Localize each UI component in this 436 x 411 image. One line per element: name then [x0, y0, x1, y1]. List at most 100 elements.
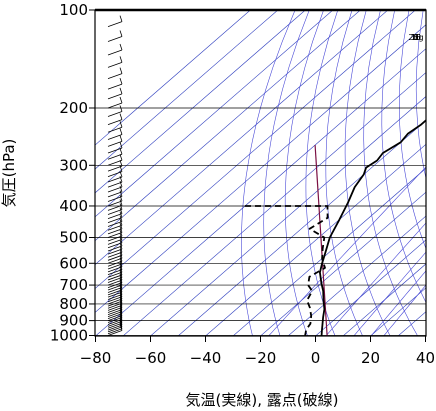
wind-barb-staff: [107, 284, 123, 291]
x-axis-ticks: −80 −60 −40 −20 0 20 40: [80, 336, 435, 367]
wind-barb-staff: [107, 83, 123, 90]
wind-barb-staff: [107, 73, 123, 80]
x-tick-label: 20: [361, 349, 380, 367]
isotherm-line: [95, 10, 279, 170]
wind-barb-flag: [119, 211, 123, 218]
y-tick-label: 100: [59, 1, 88, 19]
wind-barb-staff: [107, 228, 123, 235]
wind-barb-staff: [107, 141, 123, 147]
dewpoint-profile-line: [245, 205, 329, 336]
wind-barb-staff: [107, 213, 123, 220]
wind-barb-staff: [107, 317, 123, 323]
wind-barb-staff: [107, 245, 123, 252]
wind-barb-flag: [119, 281, 123, 288]
dry-adiabat-line: [381, 10, 426, 304]
wind-barb-flag: [119, 190, 123, 197]
mixing-ratio-label: 10: [411, 33, 421, 42]
y-axis-title: 気圧(hPa): [0, 139, 18, 208]
wind-barb-staff: [107, 36, 123, 42]
wind-barb-flag: [119, 276, 123, 283]
wind-barb-flag: [119, 175, 123, 183]
wind-barb-staff: [107, 291, 123, 298]
x-tick-label: −80: [80, 349, 112, 367]
wind-barb-flag: [119, 135, 123, 142]
mixing-ratio-label: 20g: [408, 33, 423, 42]
mixing-ratio-line: [370, 270, 426, 336]
isotherm-line: [95, 10, 306, 194]
wind-barb-staff: [107, 305, 123, 311]
wind-barb-staff: [107, 251, 123, 258]
wind-barb-staff: [107, 269, 123, 275]
mixing-ratio-label: 15: [411, 33, 421, 42]
wind-barb-flag: [119, 148, 123, 155]
wind-barb-flag: [119, 307, 123, 314]
diagram-grid: [95, 10, 426, 336]
wind-barb-staff: [107, 111, 123, 117]
wind-barb-staff: [107, 320, 123, 327]
isotherm-line: [232, 167, 426, 336]
isotherm-line: [150, 96, 426, 336]
wind-barb-staff: [107, 326, 123, 333]
wind-barb-flag: [119, 199, 123, 206]
wind-barb-flag: [119, 288, 123, 295]
y-tick-label: 300: [59, 156, 88, 174]
y-tick-label: 800: [59, 295, 88, 313]
wind-barb-staff: [107, 181, 123, 188]
x-tick-label: −60: [135, 349, 167, 367]
wind-barb-flag: [119, 295, 123, 302]
x-axis-title: 気温(実線), 露点(破線): [186, 391, 339, 409]
wind-barb-staff: [107, 315, 123, 321]
dry-adiabat-line: [241, 10, 296, 336]
isotherm-line: [95, 10, 334, 218]
profile-series: [245, 119, 426, 336]
parcel-reference-line: [314, 145, 328, 336]
wind-barb-flag: [119, 15, 123, 22]
wind-barb-staff: [107, 49, 123, 56]
wind-barb-flag: [119, 128, 123, 135]
wind-barb-staff: [107, 296, 123, 303]
isotherm-line: [95, 48, 426, 336]
wind-barb-staff: [107, 171, 123, 177]
wind-barb-flag: [119, 56, 123, 63]
y-tick-label: 500: [59, 229, 88, 247]
mixing-ratio-line: [383, 284, 426, 336]
wind-barb-flag: [119, 215, 123, 222]
wind-barb-staff: [107, 102, 123, 109]
isotherm-line: [95, 10, 416, 290]
wind-barb-staff: [107, 224, 123, 231]
wind-barb-staff: [107, 248, 123, 255]
wind-barb-staff: [107, 186, 123, 193]
dry-adiabat-line: [325, 10, 363, 336]
wind-barb-staff: [107, 313, 123, 320]
wind-barb-flag: [119, 207, 123, 214]
wind-barb-flag: [119, 194, 123, 202]
wind-barb-staff: [107, 165, 123, 172]
mixing-ratio-label: 5: [413, 33, 418, 42]
y-tick-label: 900: [59, 312, 88, 330]
wind-barb-flag: [120, 0, 122, 5]
wind-barb-staff: [107, 287, 123, 293]
wind-barb-staff: [107, 147, 123, 154]
wind-barb-flag: [119, 67, 123, 74]
isotherm-line: [95, 10, 251, 146]
isobar-lines: [95, 9, 426, 336]
wind-barb-flag: [119, 273, 123, 281]
isotherm-line: [205, 143, 426, 336]
mixing-ratio-label: 1: [413, 33, 418, 42]
wind-barb-flag: [119, 141, 123, 149]
wind-barb-staff: [107, 298, 123, 305]
wind-barb-flag: [119, 105, 123, 112]
wind-barb-staff: [107, 191, 123, 198]
wind-barb-flag: [119, 299, 123, 306]
wind-barb-staff: [107, 242, 123, 249]
wind-barb-staff: [107, 21, 123, 28]
wind-barb-staff: [107, 302, 123, 309]
wind-barb-flag: [119, 96, 123, 104]
wind-barb-flag: [119, 185, 123, 192]
wind-barb-staff: [107, 266, 123, 273]
dry-adiabat-line: [305, 10, 339, 336]
wind-barb-staff: [107, 294, 123, 300]
wind-barb-column: [107, 0, 123, 336]
wind-barb-staff: [107, 330, 123, 336]
